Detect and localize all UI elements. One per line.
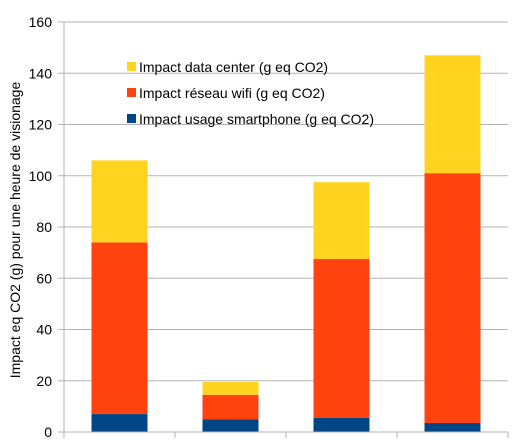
bar-segment-4-series-3 <box>424 55 481 174</box>
y-tick-label: 120 <box>29 117 53 133</box>
y-tick-label: 80 <box>36 219 52 235</box>
y-axis-title: Impact eq CO2 (g) pour une heure de visi… <box>7 82 23 379</box>
y-tick-label: 0 <box>44 424 52 440</box>
y-tick-label: 40 <box>36 322 52 338</box>
bar-segment-1-series-1 <box>91 414 148 432</box>
bar-segment-2-series-2 <box>202 394 259 420</box>
y-tick-label: 160 <box>29 14 53 30</box>
y-axis-ticks: 0 20 40 60 80 100 120 140 160 <box>29 14 65 440</box>
bars <box>91 55 481 432</box>
bar-segment-1-series-2 <box>91 242 148 415</box>
y-tick-label: 20 <box>36 373 52 389</box>
bar-segment-3-series-2 <box>313 259 370 418</box>
bar-segment-3-series-1 <box>313 417 370 432</box>
legend-swatch-2 <box>127 88 136 97</box>
bar-segment-4-series-1 <box>424 423 481 432</box>
bar-segment-1-series-3 <box>91 160 148 243</box>
x-axis <box>63 431 509 438</box>
legend: Impact data center (g eq CO2) Impact rése… <box>127 59 374 127</box>
y-tick-label: 60 <box>36 270 52 286</box>
legend-swatch-3 <box>127 62 136 71</box>
y-tick-label: 100 <box>29 168 53 184</box>
legend-entry-2: Impact réseau wifi (g eq CO2) <box>139 85 325 101</box>
bar-segment-4-series-2 <box>424 173 481 424</box>
legend-swatch-1 <box>127 114 136 123</box>
y-tick-label: 140 <box>29 65 53 81</box>
legend-entry-1: Impact usage smartphone (g eq CO2) <box>139 111 374 127</box>
bar-segment-3-series-3 <box>313 182 370 260</box>
bar-segment-2-series-3 <box>202 382 259 395</box>
legend-entry-3: Impact data center (g eq CO2) <box>139 59 328 75</box>
bar-segment-2-series-1 <box>202 419 259 432</box>
